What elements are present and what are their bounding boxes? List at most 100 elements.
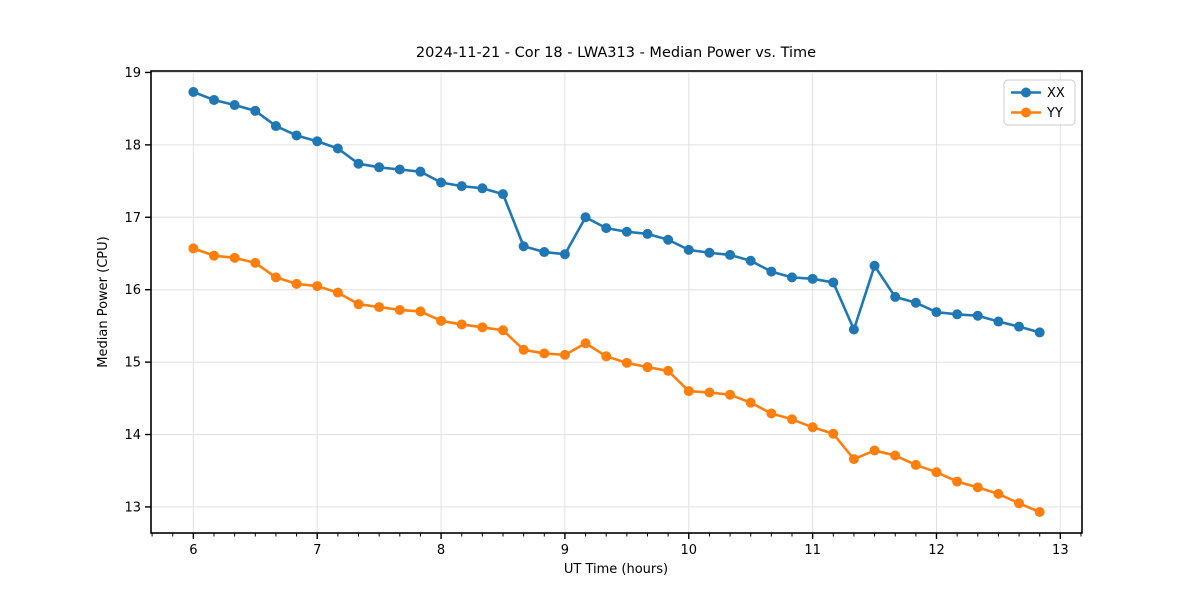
series-yy-marker — [353, 299, 364, 310]
series-yy-marker — [601, 351, 612, 362]
series-xx-marker — [663, 234, 674, 245]
series-yy-marker — [725, 389, 736, 400]
y-tick-label: 15 — [124, 356, 141, 371]
series-yy-marker — [539, 348, 550, 359]
series-xx-marker — [931, 307, 942, 318]
y-axis-label: Median Power (CPU) — [96, 236, 111, 367]
series-xx-marker — [1034, 327, 1045, 338]
series-xx-marker — [229, 100, 240, 111]
y-tick-label: 13 — [124, 500, 141, 515]
y-tick-label: 14 — [124, 428, 141, 443]
series-xx-marker — [890, 291, 901, 302]
x-tick-label: 6 — [189, 543, 197, 558]
series-xx-marker — [601, 223, 612, 234]
series-yy-marker — [869, 445, 880, 456]
series-yy-marker — [972, 482, 983, 493]
series-yy-marker — [270, 272, 281, 283]
series-xx-marker — [415, 166, 426, 177]
series-xx-marker — [828, 277, 839, 288]
series-xx-marker — [436, 177, 447, 188]
series-xx-marker — [559, 249, 570, 260]
series-yy-marker — [704, 387, 715, 398]
series-xx-marker — [952, 309, 963, 320]
series-xx-marker — [642, 228, 653, 239]
series-yy-marker — [890, 450, 901, 461]
series-xx-marker — [539, 247, 550, 258]
series-xx-marker — [270, 121, 281, 132]
series-xx-marker — [683, 244, 694, 255]
series-xx-marker — [704, 247, 715, 258]
series-yy-marker — [1014, 498, 1025, 509]
series-xx-marker — [807, 273, 818, 284]
y-tick-label: 17 — [124, 211, 141, 226]
series-yy-marker — [621, 357, 632, 368]
series-yy-marker — [229, 252, 240, 263]
series-yy-marker — [786, 414, 797, 425]
legend-marker-sample — [1021, 87, 1031, 98]
series-yy-marker — [374, 302, 385, 313]
series-xx-marker — [188, 87, 199, 97]
series-xx-marker — [456, 181, 467, 192]
series-yy-marker — [250, 257, 261, 268]
series-yy-marker — [332, 287, 343, 298]
series-xx-marker — [745, 255, 756, 266]
series-yy-marker — [766, 408, 777, 419]
legend-layer: XX YY — [1003, 79, 1076, 126]
series-yy-marker — [993, 488, 1004, 499]
series-xx-marker — [394, 164, 405, 175]
series-yy-marker — [931, 467, 942, 478]
series-xx-marker — [250, 105, 261, 116]
x-tick-label: 13 — [1052, 543, 1069, 558]
legend-label: XX — [1047, 86, 1065, 101]
series-yy-marker — [394, 304, 405, 315]
series-yy-marker — [436, 315, 447, 326]
y-tick-label: 19 — [124, 66, 141, 81]
series-xx-marker — [497, 189, 508, 200]
series-yy-marker — [559, 349, 570, 360]
series-xx-marker — [209, 94, 220, 105]
series-xx-marker — [332, 143, 343, 154]
plot-border — [150, 70, 1083, 534]
legend-marker-sample — [1021, 107, 1031, 118]
series-yy-marker — [663, 365, 674, 376]
series-yy-marker — [497, 325, 508, 336]
series-yy-marker — [415, 306, 426, 317]
series-xx-marker — [621, 226, 632, 237]
series-xx-marker — [580, 212, 591, 223]
x-tick-label: 9 — [561, 543, 569, 558]
series-xx-marker — [766, 266, 777, 277]
series-xx-marker — [972, 310, 983, 321]
series-yy-marker — [828, 428, 839, 439]
x-axis-label: UT Time (hours) — [564, 562, 668, 577]
series-yy-marker — [848, 454, 859, 465]
series-xx-marker — [993, 316, 1004, 327]
series-xx-line — [192, 90, 1041, 334]
series-yy-marker — [642, 362, 653, 373]
series-xx-marker — [1014, 321, 1025, 332]
series-yy-marker — [209, 250, 220, 261]
series-yy-marker — [477, 322, 488, 333]
series-xx-marker — [312, 136, 323, 147]
series-xx-marker — [910, 297, 921, 308]
series-yy-marker — [1034, 507, 1045, 517]
series-yy-marker — [456, 319, 467, 330]
series-layer — [188, 87, 1045, 517]
series-xx-marker — [848, 324, 859, 335]
series-xx-marker — [353, 158, 364, 169]
x-tick-label: 8 — [437, 543, 445, 558]
x-tick-label: 7 — [313, 543, 321, 558]
series-xx-marker — [518, 241, 529, 252]
axes-layer: 6 7 8 9 10 11 12 13 13 14 15 16 17 18 19 — [124, 66, 1083, 558]
series-xx-marker — [374, 162, 385, 173]
x-tick-label: 10 — [680, 543, 697, 558]
series-yy-marker — [291, 278, 302, 289]
series-xx-marker — [291, 130, 302, 141]
series-yy-marker — [745, 397, 756, 408]
grid-layer — [151, 71, 1082, 533]
y-tick-label: 18 — [124, 138, 141, 153]
series-yy-marker — [312, 281, 323, 292]
series-xx-marker — [869, 260, 880, 271]
series-yy-marker — [910, 459, 921, 470]
